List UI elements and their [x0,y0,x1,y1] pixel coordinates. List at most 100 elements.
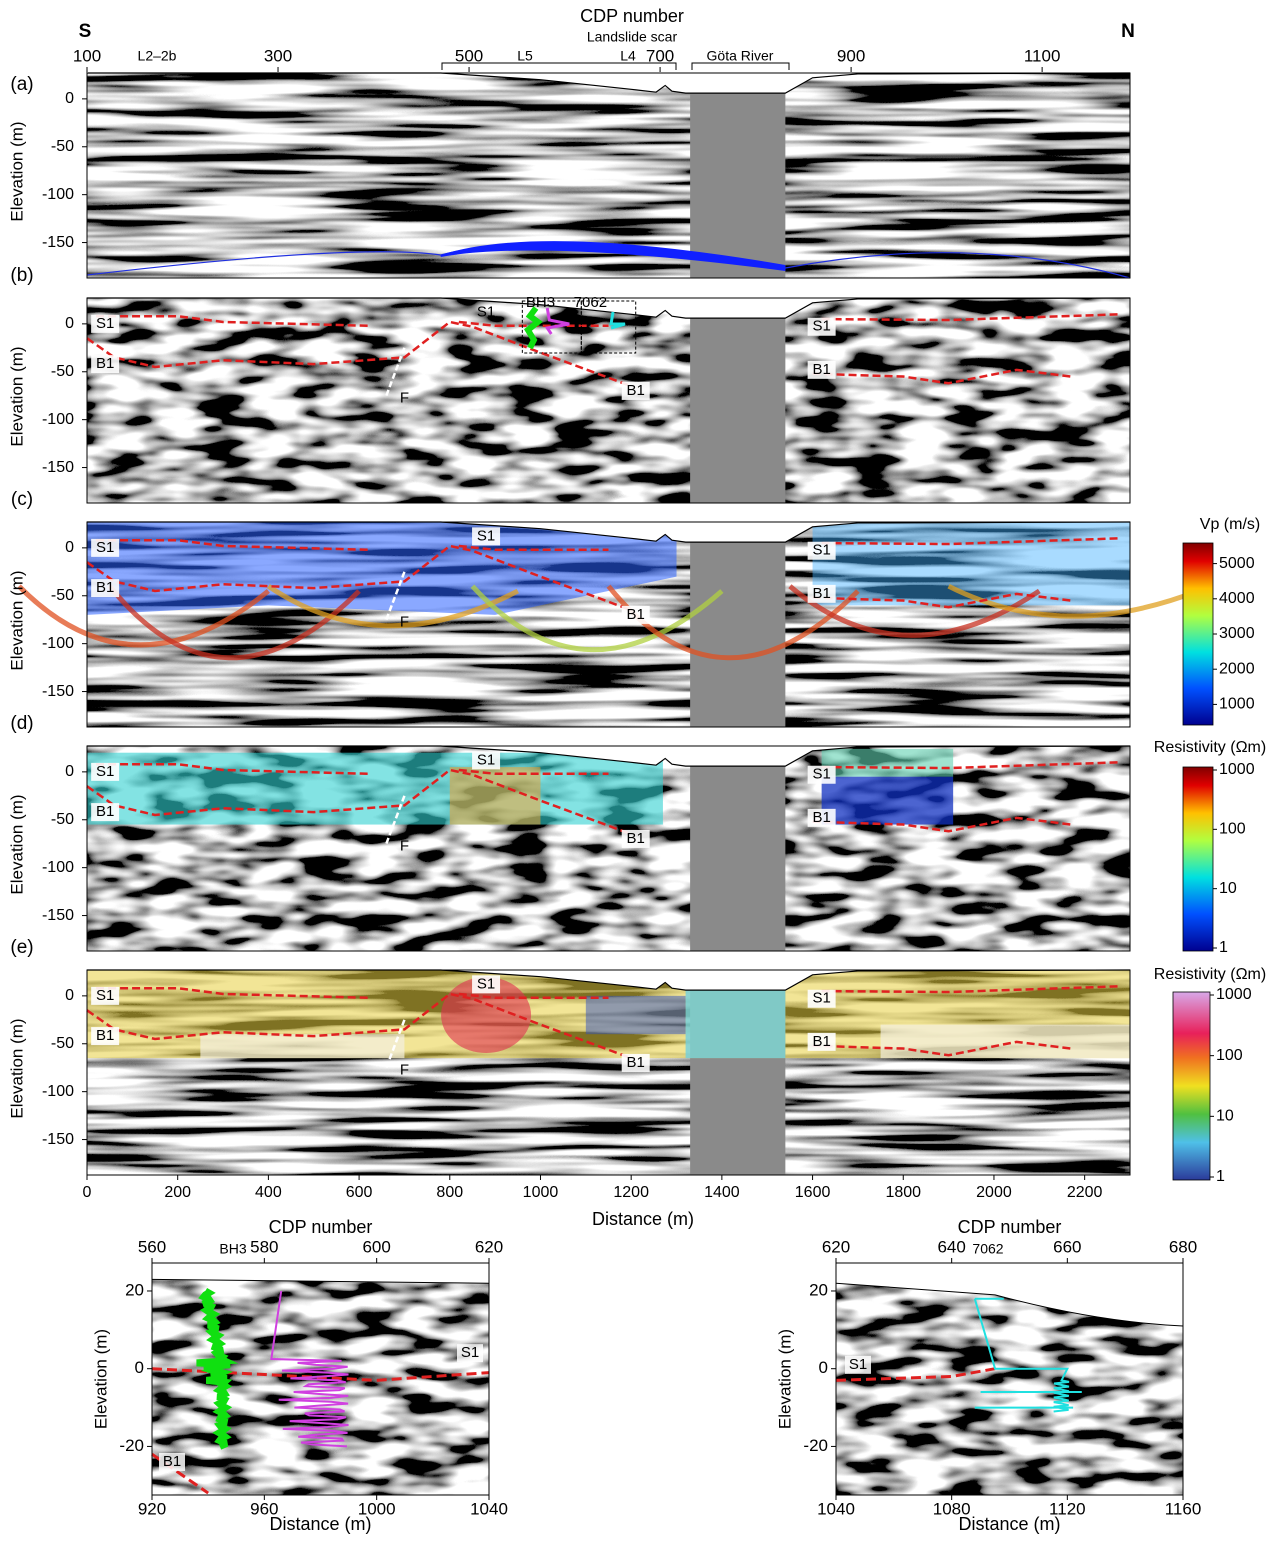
topography [151,1278,490,1284]
marker-label: S1 [812,542,830,559]
marker-label: S1 [849,1356,867,1373]
x-tick-label: 1600 [795,1184,831,1201]
colorbar-title: Resistivity (Ωm) [1154,739,1266,756]
north-label: N [1121,21,1135,42]
inset-label: 7062 [972,1241,1003,1257]
frame [86,969,1131,1176]
marker-label: B1 [627,830,645,847]
colorbar-tick-label: 100 [1219,821,1246,838]
horizon [821,985,1121,994]
marker-label: S1 [812,318,830,335]
cdp-tick-label: 700 [646,46,674,65]
frame [86,745,1131,952]
cdp-tick-label: 620 [822,1237,850,1256]
south-label: S [79,21,92,42]
cdp-tick-label: 600 [362,1237,390,1256]
y-title: Elevation (m) [91,1329,110,1429]
x-tick-label: 0 [83,1184,92,1201]
colorbar-tick-label: 1 [1216,1168,1225,1185]
horizon [86,768,632,836]
marker-bg [91,579,120,598]
horizon [821,313,1121,322]
marker-label: B1 [627,382,645,399]
air [87,521,1130,543]
frame [86,297,1131,504]
colorbar-tick-label: 1000 [1219,696,1255,713]
log [524,306,543,350]
panel [86,745,1131,952]
colorbar-title: Resistivity (Ωm) [1154,966,1266,983]
marker-bg [472,527,501,546]
marker-label: F [400,838,409,855]
air [152,1261,489,1284]
y-tick-label: -50 [51,587,74,604]
cdp-tick-label: 560 [138,1237,166,1256]
cdp-tick-label: 620 [475,1237,503,1256]
inset-label: BH3 [219,1241,246,1257]
marker-label: B1 [812,809,830,826]
y-tick-label: 0 [65,763,74,780]
x-title: Distance (m) [269,1514,371,1534]
res-overlay [880,1024,1130,1059]
colorbar-tick-label: 100 [1216,1047,1243,1064]
horizon [96,762,369,776]
marker-bg [621,829,650,848]
ray [266,584,519,629]
air [87,297,1130,319]
y-tick-label: 0 [65,315,74,332]
cdp-tick-label: 1100 [1024,46,1061,65]
marker-bg [807,989,836,1008]
horizon [151,1367,490,1382]
topography [87,521,1131,543]
marker-bg [845,1355,871,1374]
marker-bg [807,1032,836,1051]
cdp-tick-label: 500 [455,46,483,65]
colorbar-tick-label: 10 [1219,880,1237,897]
horizon [812,1040,1072,1057]
y-tick-label: -20 [119,1436,144,1455]
panel [86,72,1131,279]
marker-label: B1 [812,361,830,378]
colorbar [1182,542,1214,726]
marker-bg [91,803,120,822]
horizon [458,320,609,328]
y-tick-label: 0 [819,1358,828,1377]
y-title: Elevation (m) [7,570,26,670]
marker-label: S1 [477,751,495,768]
log [270,1290,349,1448]
frame [151,1262,490,1496]
panel-label: (d) [10,713,33,734]
cdp-tick-label: 300 [264,46,292,65]
ray [17,584,270,648]
x-tick-label: 2000 [976,1184,1012,1201]
x-tick-label: 1800 [885,1184,921,1201]
marker-label: S1 [461,1344,479,1361]
y-tick-label: 0 [135,1358,144,1377]
y-tick-label: -150 [42,459,74,476]
x-tick-label: 920 [138,1499,166,1518]
x-tick-label: 1400 [704,1184,740,1201]
marker-label: S1 [96,315,114,332]
marker-bg [807,541,836,560]
marker-label: B1 [627,606,645,623]
river-gap [690,318,786,503]
marker-label: BH3 [526,294,555,311]
log [973,1297,1082,1413]
colorbar [1182,766,1214,952]
x-tick-label: 1160 [1165,1499,1202,1518]
frame [86,521,1131,728]
horizon [86,320,632,388]
y-tick-label: 20 [125,1280,144,1299]
log [544,307,570,335]
y-tick-label: -150 [42,234,74,251]
marker-bg [807,765,836,784]
horizon [812,816,1072,833]
marker-label: S1 [477,303,495,320]
marker-bg [621,605,650,624]
horizon [151,1452,210,1495]
y-tick-label: -50 [51,811,74,828]
log [609,311,626,330]
x-tick-label: 1080 [933,1499,971,1518]
marker-bg [472,975,501,994]
marker-label: B1 [163,1453,181,1470]
